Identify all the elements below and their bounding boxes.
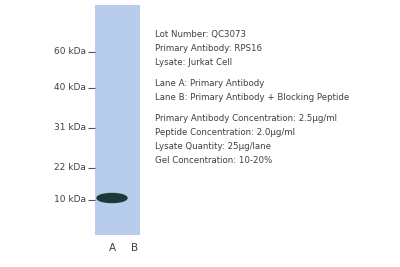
Text: 10 kDa: 10 kDa — [54, 195, 86, 205]
Text: Lane A: Primary Antibody: Lane A: Primary Antibody — [155, 79, 264, 88]
Text: Lot Number: QC3073: Lot Number: QC3073 — [155, 30, 246, 39]
Text: 31 kDa: 31 kDa — [54, 124, 86, 132]
Text: 40 kDa: 40 kDa — [54, 84, 86, 92]
Bar — [95, 5, 140, 235]
Text: Lysate: Jurkat Cell: Lysate: Jurkat Cell — [155, 58, 232, 67]
Text: Primary Antibody: RPS16: Primary Antibody: RPS16 — [155, 44, 262, 53]
Text: 60 kDa: 60 kDa — [54, 48, 86, 57]
Text: Primary Antibody Concentration: 2.5μg/ml: Primary Antibody Concentration: 2.5μg/ml — [155, 114, 337, 123]
Text: Lysate Quantity: 25μg/lane: Lysate Quantity: 25μg/lane — [155, 142, 271, 151]
Text: 22 kDa: 22 kDa — [54, 163, 86, 172]
Text: Peptide Concentration: 2.0μg/ml: Peptide Concentration: 2.0μg/ml — [155, 128, 295, 137]
Text: B: B — [132, 243, 138, 253]
Text: A: A — [108, 243, 116, 253]
Text: Lane B: Primary Antibody + Blocking Peptide: Lane B: Primary Antibody + Blocking Pept… — [155, 93, 349, 102]
Ellipse shape — [97, 194, 127, 202]
Text: Gel Concentration: 10-20%: Gel Concentration: 10-20% — [155, 156, 272, 165]
